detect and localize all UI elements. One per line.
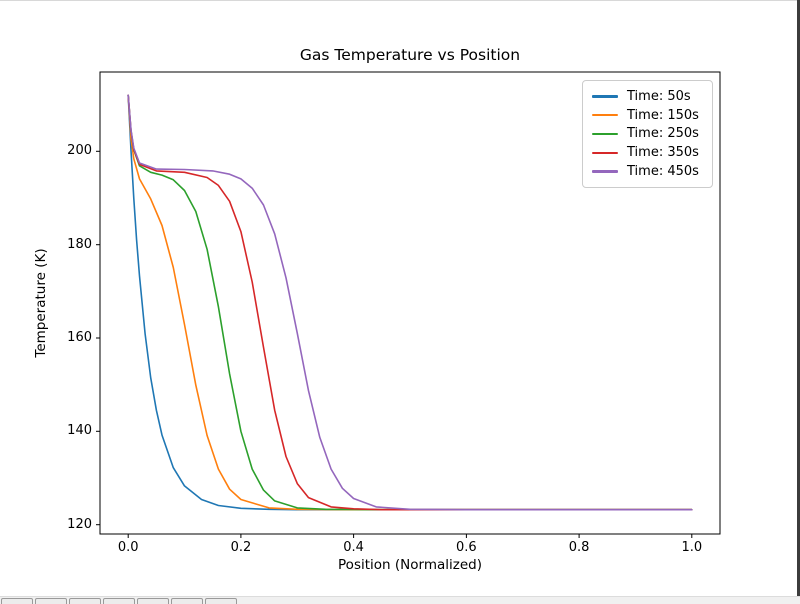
- series-line-time-450s: [127, 94, 693, 511]
- axes-frame: [99, 71, 721, 535]
- y-tick-label: 120: [67, 516, 92, 532]
- toolbar-pan-button[interactable]: [103, 598, 135, 604]
- toolbar-zoom-rect-button[interactable]: [137, 598, 169, 604]
- toolbar-forward-arrow-button[interactable]: [69, 598, 101, 604]
- x-axis-label: Position (Normalized): [338, 557, 482, 573]
- series-curves: [127, 94, 693, 511]
- series-line-time-150s: [127, 94, 693, 511]
- navigation-toolbar: [0, 596, 800, 604]
- x-tick-label: 0.4: [343, 540, 364, 555]
- y-tick-label: 180: [67, 236, 92, 252]
- legend-entry-label: Time: 350s: [627, 145, 699, 161]
- toolbar-home-button[interactable]: [1, 598, 33, 604]
- x-tick-label: 0.6: [456, 540, 477, 555]
- tick-marks: [96, 150, 693, 538]
- legend-line-sample: [592, 170, 618, 173]
- toolbar-save-button[interactable]: [205, 598, 237, 604]
- legend-entry: Time: 250s: [592, 126, 706, 141]
- legend-line-sample: [592, 113, 618, 117]
- legend-entry: Time: 150s: [592, 108, 706, 123]
- legend-entry: Time: 50s: [592, 89, 706, 104]
- series-line-time-350s: [127, 94, 693, 511]
- x-tick-label: 0.0: [117, 540, 139, 555]
- y-axis-label: Temperature (K): [33, 248, 49, 358]
- legend-entry-label: Time: 150s: [627, 107, 699, 123]
- window-top-edge: [0, 0, 800, 1]
- x-tick-label: 0.2: [230, 540, 252, 555]
- window-right-border: [797, 0, 800, 596]
- legend-line-sample: [592, 95, 618, 98]
- x-tick-label: 0.8: [568, 540, 590, 555]
- toolbar-back-arrow-button[interactable]: [35, 598, 67, 604]
- legend: Time: 50s Time: 150s Time: 250s Time: 350s T…: [582, 80, 713, 188]
- y-tick-label: 140: [67, 423, 92, 439]
- chart-title: Gas Temperature vs Position: [299, 46, 521, 64]
- y-tick-label: 160: [67, 330, 92, 345]
- y-tick-label: 200: [67, 143, 92, 159]
- legend-line-sample: [592, 132, 618, 136]
- legend-line-sample: [592, 151, 618, 155]
- legend-entry-label: Time: 450s: [627, 164, 699, 180]
- legend-entry-label: Time: 50s: [627, 88, 691, 104]
- legend-entry: Time: 350s: [592, 145, 706, 160]
- legend-entry-label: Time: 250s: [627, 126, 699, 142]
- toolbar-subplots-config-button[interactable]: [171, 598, 203, 604]
- x-tick-label: 1.0: [681, 540, 703, 555]
- legend-entry: Time: 450s: [592, 164, 706, 179]
- series-line-time-250s: [127, 94, 693, 511]
